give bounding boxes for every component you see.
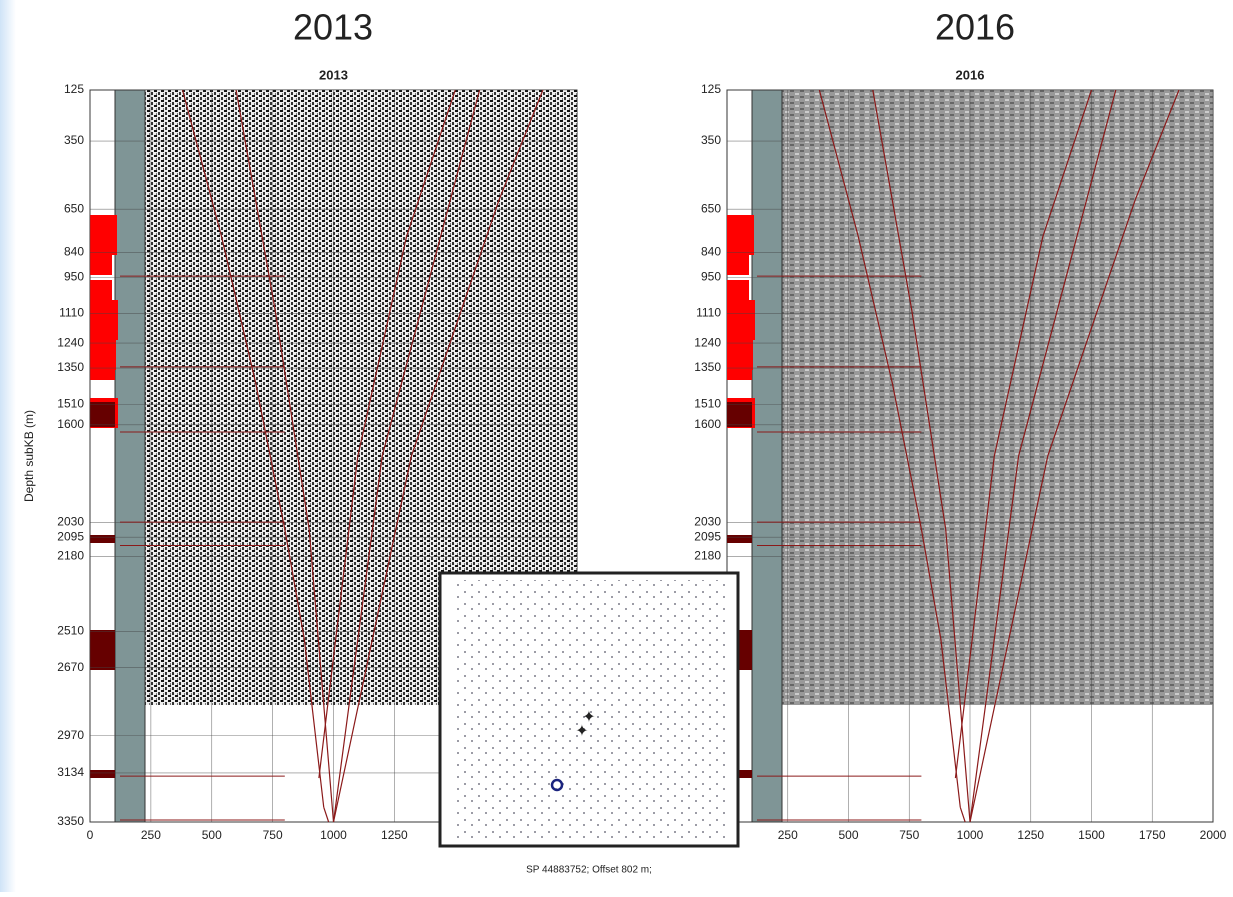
y-axis-label: Depth subKB (m) — [22, 410, 36, 502]
figure: 2013 2016 2013 125 350 650 840 950 1110 1240 135… — [0, 0, 1233, 892]
y-tick-label: 2970 — [57, 728, 84, 742]
log-fill — [727, 300, 755, 340]
y-tick-label: 1510 — [694, 397, 721, 411]
x-tick-label: 1250 — [381, 828, 408, 842]
x-tick-label: 1750 — [1139, 828, 1166, 842]
y-tick-label: 350 — [701, 133, 721, 147]
edge-decoration — [0, 0, 16, 892]
y-tick-label: 1510 — [57, 397, 84, 411]
y-tick-label: 1600 — [694, 417, 721, 431]
y-tick-label: 125 — [701, 82, 721, 96]
log-fill — [727, 245, 749, 275]
log-fill — [727, 360, 752, 380]
x-tick-label: 1250 — [1017, 828, 1044, 842]
x-tick-label: 1000 — [320, 828, 347, 842]
y-tick-label: 350 — [64, 133, 84, 147]
x-tick-label: 500 — [202, 828, 222, 842]
log-fill — [90, 360, 115, 380]
y-tick-label: 2030 — [57, 515, 84, 529]
y-tick-label: 3134 — [57, 765, 84, 779]
log-fill — [90, 402, 115, 427]
panel-title: 2016 — [956, 67, 985, 82]
x-tick-label: 500 — [838, 828, 858, 842]
x-tick-label: 750 — [899, 828, 919, 842]
y-tick-label: 650 — [64, 201, 84, 215]
log-fill — [90, 300, 118, 340]
y-tick-label: 650 — [701, 201, 721, 215]
log-fill — [727, 402, 752, 427]
inset: ✦ ✦ SP 44883752; Offset 802 m; — [440, 573, 738, 876]
x-tick-label: 1500 — [1078, 828, 1105, 842]
y-tick-label: 840 — [701, 244, 721, 258]
inset-caption: SP 44883752; Offset 802 m; — [526, 865, 652, 876]
y-tick-label: 1240 — [694, 335, 721, 349]
y-tick-label: 950 — [64, 269, 84, 283]
y-tick-label: 1110 — [59, 306, 84, 320]
y-tick-label: 950 — [701, 269, 721, 283]
y-tick-label: 3350 — [57, 814, 84, 828]
y-tick-label: 2510 — [57, 624, 84, 638]
x-tick-label: 2000 — [1200, 828, 1227, 842]
y-tick-label: 1350 — [694, 360, 721, 374]
y-tick-label: 1110 — [696, 306, 721, 320]
well-marker: ✦ — [575, 723, 588, 740]
casing-column — [115, 90, 145, 822]
x-tick-label: 250 — [778, 828, 798, 842]
y-tick-label: 2095 — [694, 529, 721, 543]
log-fill — [90, 630, 115, 670]
log-fill — [90, 245, 112, 275]
x-tick-label: 750 — [263, 828, 283, 842]
y-tick-label: 2670 — [57, 660, 84, 674]
log-fill — [90, 535, 115, 543]
y-tick-label: 125 — [64, 82, 84, 96]
x-tick-label: 250 — [141, 828, 161, 842]
y-tick-label: 2095 — [57, 529, 84, 543]
x-tick-label: 1000 — [957, 828, 984, 842]
heading: 2013 — [293, 7, 373, 48]
y-tick-label: 1350 — [57, 360, 84, 374]
heading: 2016 — [935, 7, 1015, 48]
y-tick-label: 1240 — [57, 335, 84, 349]
log-fill — [90, 770, 115, 778]
y-tick-label: 1600 — [57, 417, 84, 431]
y-tick-label: 2180 — [57, 549, 84, 563]
panel-title: 2013 — [319, 67, 348, 82]
log-fill — [727, 535, 752, 543]
casing-column — [752, 90, 782, 822]
x-tick-label: 0 — [87, 828, 94, 842]
y-tick-label: 2180 — [694, 549, 721, 563]
y-tick-label: 2030 — [694, 515, 721, 529]
y-tick-label: 840 — [64, 244, 84, 258]
